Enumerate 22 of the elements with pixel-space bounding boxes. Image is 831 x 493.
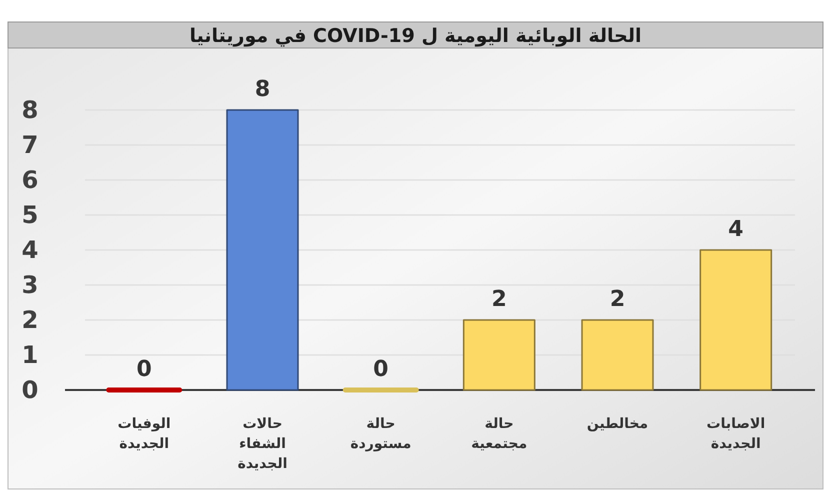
x-tick-label: مخالطين [586, 416, 648, 432]
y-tick-label: 1 [22, 341, 38, 369]
x-tick-label: حالة مستوردة [350, 416, 412, 452]
data-label: 2 [610, 287, 626, 312]
y-tick-label: 6 [22, 166, 38, 194]
x-tick-label: حالة مجتمعية [471, 416, 528, 452]
y-tick-label: 3 [22, 271, 38, 299]
data-label: 4 [728, 217, 744, 242]
y-tick-label: 0 [22, 376, 38, 404]
data-label: 2 [492, 287, 507, 312]
y-tick-label: 2 [22, 306, 38, 334]
x-tick-label: حالات الشفاء الجديدة [238, 416, 288, 472]
y-tick-label: 8 [22, 96, 38, 124]
x-tick-label: الوفيات الجديدة [118, 416, 171, 452]
x-tick-label: الاصابات الجديدة [706, 416, 766, 452]
y-tick-label: 7 [22, 131, 38, 159]
y-tick-label: 4 [22, 236, 38, 264]
data-label: 8 [254, 77, 270, 102]
y-tick-label: 5 [22, 201, 38, 229]
data-label: 0 [373, 357, 388, 382]
chart-title: الحالة الوبائية اليومية ل COVID-19 في موريتانيا [189, 25, 642, 47]
data-label: 0 [136, 357, 152, 382]
